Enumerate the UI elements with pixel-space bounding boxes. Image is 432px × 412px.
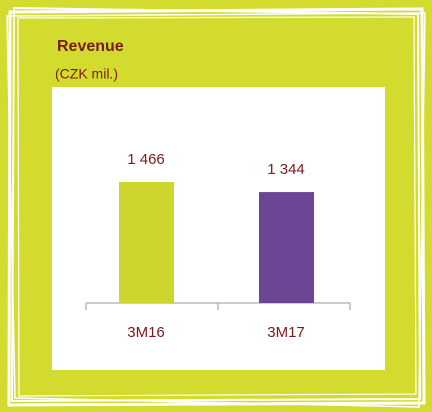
x-tick-label: 3M16 — [127, 324, 165, 341]
chart-title: Revenue — [57, 38, 124, 55]
data-label: 1 344 — [267, 161, 305, 178]
sketch-border — [6, 6, 426, 408]
bar — [259, 192, 314, 303]
data-label: 1 466 — [127, 151, 165, 168]
x-tick-label: 3M17 — [267, 324, 305, 341]
chart-subtitle: (CZK mil.) — [55, 66, 118, 82]
bar — [119, 182, 174, 303]
plot-panel — [52, 87, 385, 370]
